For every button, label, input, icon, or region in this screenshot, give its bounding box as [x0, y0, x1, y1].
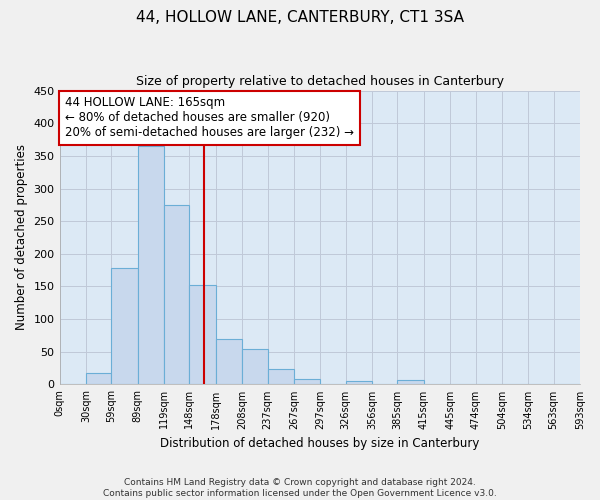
Text: 44, HOLLOW LANE, CANTERBURY, CT1 3SA: 44, HOLLOW LANE, CANTERBURY, CT1 3SA: [136, 10, 464, 25]
Bar: [137, 146, 164, 384]
Bar: [294, 378, 320, 384]
Y-axis label: Number of detached properties: Number of detached properties: [15, 144, 28, 330]
Bar: [112, 268, 137, 384]
Text: Contains HM Land Registry data © Crown copyright and database right 2024.
Contai: Contains HM Land Registry data © Crown c…: [103, 478, 497, 498]
X-axis label: Distribution of detached houses by size in Canterbury: Distribution of detached houses by size …: [160, 437, 479, 450]
Bar: [190, 285, 216, 384]
Bar: [397, 380, 424, 384]
Text: 44 HOLLOW LANE: 165sqm
← 80% of detached houses are smaller (920)
20% of semi-de: 44 HOLLOW LANE: 165sqm ← 80% of detached…: [65, 96, 354, 140]
Bar: [86, 372, 112, 384]
Title: Size of property relative to detached houses in Canterbury: Size of property relative to detached ho…: [136, 75, 504, 88]
Bar: [346, 381, 372, 384]
Bar: [164, 205, 190, 384]
Bar: [242, 348, 268, 384]
Bar: [216, 338, 242, 384]
Bar: [268, 370, 294, 384]
